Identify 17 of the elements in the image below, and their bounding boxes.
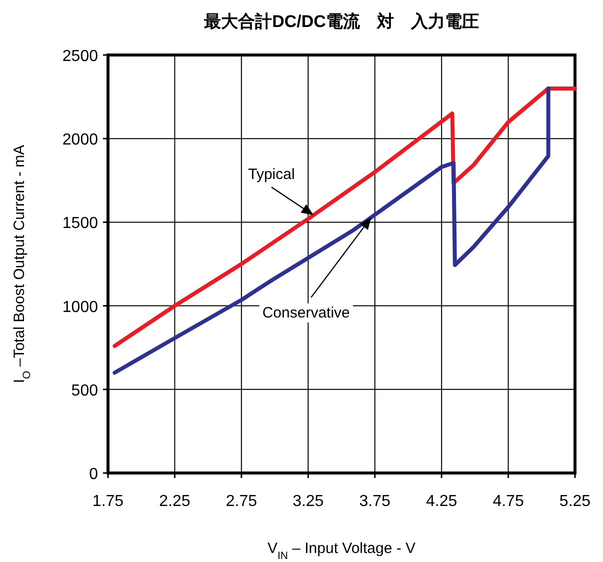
x-tick-label: 2.25 [159, 493, 190, 510]
y-tick-label: 0 [89, 466, 98, 483]
series-label: Conservative [262, 304, 350, 322]
chart-title: 最大合計DC/DC電流 対 入力電圧 [203, 12, 479, 31]
y-tick-label: 500 [71, 382, 98, 400]
x-axis-title: V$_{IN}$ – Input Voltage - V [267, 540, 416, 562]
x-tick-label: 5.25 [559, 493, 591, 510]
x-tick-label: 4.75 [492, 493, 524, 510]
y-tick-label: 1000 [62, 298, 98, 316]
x-tick-label: 4.25 [426, 493, 458, 510]
x-tick-label: 3.25 [292, 493, 324, 510]
y-tick-label: 1500 [62, 215, 98, 232]
x-tick-label: 2.75 [226, 493, 258, 510]
y-tick-label: 2500 [62, 48, 98, 65]
y-tick-label: 2000 [62, 132, 98, 149]
x-tick-label: 3.75 [359, 493, 391, 510]
x-tick-label: 1.75 [92, 493, 124, 510]
